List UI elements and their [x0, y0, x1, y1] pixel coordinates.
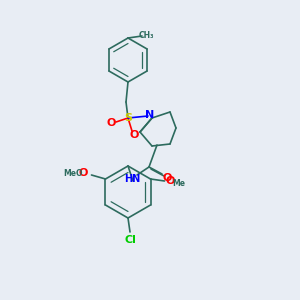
- Text: Me: Me: [172, 178, 185, 188]
- Text: O: O: [79, 168, 88, 178]
- Text: O: O: [162, 173, 172, 183]
- Text: Cl: Cl: [124, 235, 136, 245]
- Text: HN: HN: [124, 174, 140, 184]
- Text: S: S: [124, 113, 132, 123]
- Text: O: O: [129, 130, 139, 140]
- Text: CH₃: CH₃: [138, 31, 154, 40]
- Text: O: O: [166, 176, 175, 186]
- Text: MeO: MeO: [64, 169, 83, 178]
- Text: N: N: [146, 110, 154, 120]
- Text: O: O: [106, 118, 116, 128]
